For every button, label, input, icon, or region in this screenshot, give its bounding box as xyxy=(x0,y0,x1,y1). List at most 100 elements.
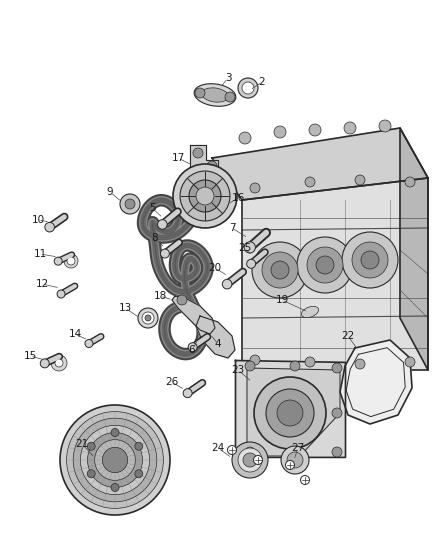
Circle shape xyxy=(135,470,143,478)
Circle shape xyxy=(87,470,95,478)
Circle shape xyxy=(286,461,294,470)
Circle shape xyxy=(290,361,300,371)
Circle shape xyxy=(316,256,334,274)
Circle shape xyxy=(138,308,158,328)
Circle shape xyxy=(245,447,255,457)
Circle shape xyxy=(158,220,167,229)
Circle shape xyxy=(355,359,365,369)
Circle shape xyxy=(180,171,230,221)
Circle shape xyxy=(254,377,326,449)
Text: 23: 23 xyxy=(231,365,245,375)
Circle shape xyxy=(195,88,205,98)
Circle shape xyxy=(85,340,93,348)
Text: 22: 22 xyxy=(341,331,355,341)
Circle shape xyxy=(244,242,255,253)
Circle shape xyxy=(355,175,365,185)
Circle shape xyxy=(189,180,221,212)
Polygon shape xyxy=(190,145,218,173)
Circle shape xyxy=(242,82,254,94)
Circle shape xyxy=(227,446,237,455)
Circle shape xyxy=(245,361,255,371)
Text: 20: 20 xyxy=(208,263,222,273)
Circle shape xyxy=(254,456,262,464)
Circle shape xyxy=(177,295,187,305)
Circle shape xyxy=(262,252,298,288)
Circle shape xyxy=(352,242,388,278)
Circle shape xyxy=(193,148,203,158)
Circle shape xyxy=(405,357,415,367)
Circle shape xyxy=(223,279,232,289)
Circle shape xyxy=(125,199,135,209)
Circle shape xyxy=(250,183,260,193)
Text: 21: 21 xyxy=(75,439,88,449)
Polygon shape xyxy=(212,128,428,200)
Text: 25: 25 xyxy=(238,243,251,253)
Text: 24: 24 xyxy=(212,443,225,453)
Polygon shape xyxy=(400,128,428,370)
Circle shape xyxy=(207,161,217,171)
Circle shape xyxy=(55,359,63,367)
Circle shape xyxy=(95,440,135,480)
Circle shape xyxy=(64,254,78,268)
Text: 15: 15 xyxy=(23,351,37,361)
Circle shape xyxy=(277,400,303,426)
Polygon shape xyxy=(340,340,412,424)
Text: 19: 19 xyxy=(276,295,289,305)
Circle shape xyxy=(271,261,289,279)
Text: 2: 2 xyxy=(259,77,265,87)
Circle shape xyxy=(135,442,143,450)
Circle shape xyxy=(344,122,356,134)
Circle shape xyxy=(54,257,62,265)
Circle shape xyxy=(332,363,342,373)
Circle shape xyxy=(405,177,415,187)
Circle shape xyxy=(297,237,353,293)
Circle shape xyxy=(145,315,151,321)
Circle shape xyxy=(252,242,308,298)
Circle shape xyxy=(266,389,314,437)
Circle shape xyxy=(188,343,197,352)
Text: 18: 18 xyxy=(153,291,166,301)
Circle shape xyxy=(250,355,260,365)
Text: 16: 16 xyxy=(231,193,245,203)
Ellipse shape xyxy=(201,88,228,102)
Text: 4: 4 xyxy=(215,339,221,349)
Circle shape xyxy=(361,251,379,269)
Circle shape xyxy=(287,452,303,468)
Polygon shape xyxy=(172,296,215,334)
Polygon shape xyxy=(247,368,340,456)
Circle shape xyxy=(305,177,315,187)
Circle shape xyxy=(111,429,119,437)
Circle shape xyxy=(120,194,140,214)
Text: 13: 13 xyxy=(118,303,132,313)
Text: 9: 9 xyxy=(107,187,113,197)
Circle shape xyxy=(281,446,309,474)
Circle shape xyxy=(300,475,310,484)
Circle shape xyxy=(238,78,258,98)
Circle shape xyxy=(73,418,157,502)
Ellipse shape xyxy=(301,306,318,318)
Circle shape xyxy=(183,389,192,398)
Circle shape xyxy=(60,405,170,515)
Text: 11: 11 xyxy=(33,249,46,259)
Circle shape xyxy=(67,411,163,508)
Circle shape xyxy=(40,359,49,368)
Circle shape xyxy=(225,92,235,102)
Circle shape xyxy=(45,222,54,232)
Circle shape xyxy=(238,448,262,472)
Circle shape xyxy=(80,425,150,495)
Circle shape xyxy=(67,257,75,265)
Ellipse shape xyxy=(194,84,236,106)
Text: 3: 3 xyxy=(225,73,231,83)
Text: 27: 27 xyxy=(291,443,304,453)
Text: 17: 17 xyxy=(171,153,185,163)
Circle shape xyxy=(305,357,315,367)
Text: 6: 6 xyxy=(189,345,195,355)
Text: 14: 14 xyxy=(68,329,81,339)
Circle shape xyxy=(332,408,342,418)
Circle shape xyxy=(160,249,170,258)
Circle shape xyxy=(307,247,343,283)
Circle shape xyxy=(309,124,321,136)
Text: 7: 7 xyxy=(229,223,235,233)
Circle shape xyxy=(142,312,154,324)
Circle shape xyxy=(232,442,268,478)
